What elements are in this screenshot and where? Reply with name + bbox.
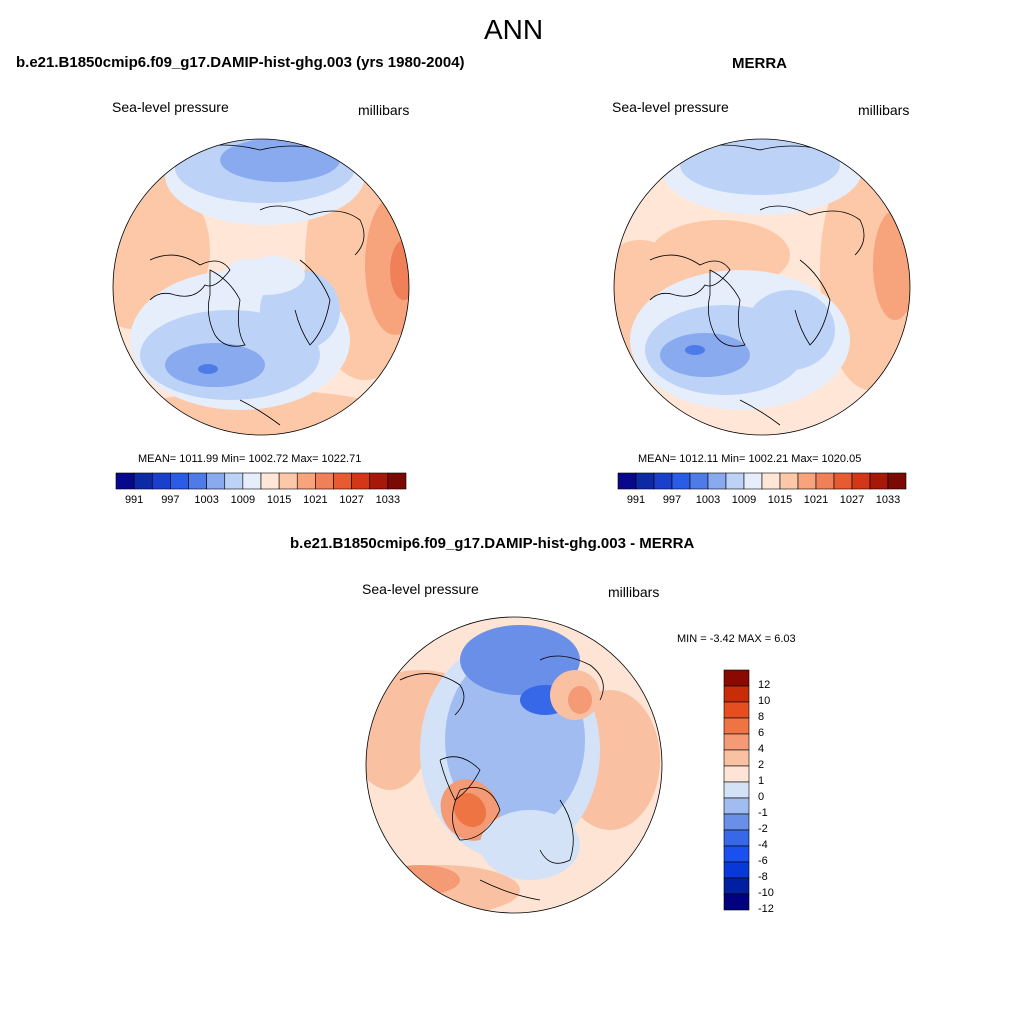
colorbar-swatch — [723, 893, 750, 911]
colorbar-swatch — [887, 472, 907, 490]
colorbar-swatch — [723, 733, 750, 751]
colorbar-tick-label: -8 — [758, 871, 768, 883]
diff-coastlines — [399, 655, 604, 901]
colorbar-tick-label: 1009 — [731, 494, 757, 506]
colorbar-tick-label: 1015 — [266, 494, 292, 506]
colorbar-tick-label: 1003 — [194, 494, 219, 506]
colorbar-tick-label: -2 — [758, 823, 768, 835]
colorbar-tick-label: 991 — [626, 494, 646, 506]
colorbar-swatch — [723, 877, 750, 895]
diff-units-label: millibars — [608, 584, 660, 600]
colorbar-tick-label: 1021 — [303, 494, 328, 506]
colorbar-tick-label: 997 — [161, 494, 180, 506]
colorbar-tick-label: 991 — [124, 494, 144, 506]
diff-contour-field — [366, 617, 662, 913]
colorbar-swatch — [387, 472, 407, 490]
colorbar-tick-label: 1009 — [230, 494, 256, 506]
colorbar-tick-label: 997 — [662, 494, 682, 506]
obs-colorbar — [617, 472, 907, 490]
page-title: ANN — [484, 14, 544, 45]
colorbar-swatch — [723, 685, 750, 703]
colorbar-swatch — [723, 861, 750, 879]
diff-colorbar — [723, 669, 750, 911]
obs-map-border — [613, 138, 911, 436]
colorbar-tick-label: 1003 — [695, 494, 721, 506]
colorbar-tick-label: -12 — [758, 903, 774, 915]
colorbar-tick-label: 1027 — [839, 494, 865, 506]
model-colorbar — [115, 472, 407, 490]
colorbar-tick-label: 12 — [758, 679, 771, 691]
colorbar-swatch — [723, 717, 750, 735]
colorbar-tick-label: -1 — [758, 807, 768, 819]
colorbar-swatch — [723, 701, 750, 719]
model-contour-field — [113, 139, 409, 435]
colorbar-tick-label: -10 — [758, 887, 774, 899]
colorbar-swatch — [723, 765, 750, 783]
colorbar-tick-label: 1021 — [803, 494, 829, 506]
model-panel-title: b.e21.B1850cmip6.f09_g17.DAMIP-hist-ghg.… — [16, 54, 465, 71]
diff-field-label: Sea-level pressure — [362, 581, 479, 597]
model-units-label: millibars — [358, 102, 410, 118]
colorbar-tick-label: 1027 — [339, 494, 364, 506]
colorbar-swatch — [723, 845, 750, 863]
obs-field-label: Sea-level pressure — [612, 99, 729, 115]
colorbar-swatch — [723, 669, 750, 687]
colorbar-tick-label: 2 — [758, 759, 765, 771]
colorbar-tick-label: 0 — [758, 791, 765, 803]
model-field-label: Sea-level pressure — [112, 99, 229, 115]
obs-units-label: millibars — [858, 102, 910, 118]
colorbar-tick-label: 6 — [758, 727, 765, 739]
colorbar-tick-label: -6 — [758, 855, 768, 867]
diff-panel-title: b.e21.B1850cmip6.f09_g17.DAMIP-hist-ghg.… — [290, 535, 695, 552]
colorbar-swatch — [723, 781, 750, 799]
colorbar-tick-label: 4 — [758, 743, 765, 755]
colorbar-swatch — [723, 797, 750, 815]
colorbar-tick-label: 1033 — [875, 494, 901, 506]
colorbar-tick-label: 1 — [758, 775, 765, 787]
obs-panel-title: MERRA — [732, 55, 787, 72]
model-stats: MEAN= 1011.99 Min= 1002.72 Max= 1022.71 — [138, 453, 362, 465]
diff-map-border — [365, 616, 663, 914]
colorbar-swatch — [723, 829, 750, 847]
colorbar-swatch — [723, 749, 750, 767]
model-map-border — [112, 138, 410, 436]
colorbar-tick-label: -4 — [758, 839, 768, 851]
diff-stats: MIN = -3.42 MAX = 6.03 — [677, 633, 796, 645]
colorbar-tick-label: 1033 — [375, 494, 401, 506]
colorbar-tick-label: 8 — [758, 711, 765, 723]
obs-stats: MEAN= 1012.11 Min= 1002.21 Max= 1020.05 — [638, 453, 862, 465]
colorbar-tick-label: 10 — [758, 695, 771, 707]
colorbar-tick-label: 1015 — [767, 494, 793, 506]
colorbar-swatch — [723, 813, 750, 831]
